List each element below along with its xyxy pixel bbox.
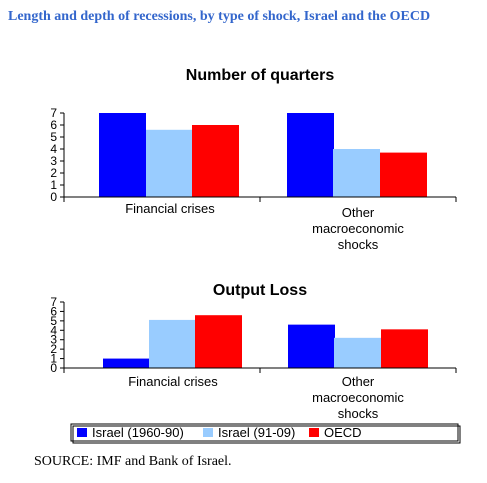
y-tick-label: 0 <box>50 361 57 375</box>
chart-title: Number of quarters <box>186 67 335 84</box>
legend-label: Israel (91-09) <box>218 425 295 440</box>
bar-0-2-0 <box>192 125 239 197</box>
chart-title: Output Loss <box>213 282 307 299</box>
bar-1-2-1 <box>381 329 428 368</box>
bar-1-0-0 <box>103 358 150 368</box>
y-tick-label: 0 <box>50 190 57 204</box>
y-tick-label: 3 <box>50 333 57 347</box>
category-label: Other macroeconomic shocks <box>312 205 404 252</box>
y-tick-label: 5 <box>50 314 57 328</box>
category-label: Financial crises <box>128 374 218 389</box>
y-tick-label: 3 <box>50 154 57 168</box>
y-tick-label: 7 <box>50 106 57 120</box>
legend-label: Israel (1960-90) <box>92 425 184 440</box>
bar-1-0-1 <box>288 324 335 368</box>
y-tick-label: 1 <box>50 178 57 192</box>
category-label: Financial crises <box>125 201 215 216</box>
page-title: Length and depth of recessions, by type … <box>8 9 431 24</box>
y-tick-label: 5 <box>50 130 57 144</box>
y-tick-label: 1 <box>50 352 57 366</box>
legend-swatch <box>203 428 213 437</box>
bar-0-1-0 <box>146 129 193 197</box>
y-tick-label: 7 <box>50 295 57 309</box>
y-tick-label: 2 <box>50 342 57 356</box>
bar-0-1-1 <box>333 149 380 197</box>
category-label: Other macroeconomic shocks <box>312 374 404 421</box>
legend-box <box>70 423 459 442</box>
bar-0-0-1 <box>287 113 334 197</box>
legend-label: OECD <box>324 425 362 440</box>
y-tick-label: 4 <box>50 142 57 156</box>
y-tick-label: 6 <box>50 118 57 132</box>
bar-0-2-1 <box>380 152 427 197</box>
legend-swatch <box>309 428 319 437</box>
source-note: SOURCE: IMF and Bank of Israel. <box>34 454 232 469</box>
bar-1-1-0 <box>149 319 196 368</box>
y-tick-label: 2 <box>50 166 57 180</box>
bar-0-0-0 <box>99 113 146 197</box>
legend-swatch <box>77 428 87 437</box>
y-tick-label: 4 <box>50 323 57 337</box>
legend-shadow <box>72 425 461 444</box>
y-tick-label: 6 <box>50 304 57 318</box>
bar-1-1-1 <box>334 337 381 368</box>
bar-1-2-0 <box>195 315 242 368</box>
legend: Israel (1960-90) Israel (91-09) OECD <box>70 423 461 444</box>
